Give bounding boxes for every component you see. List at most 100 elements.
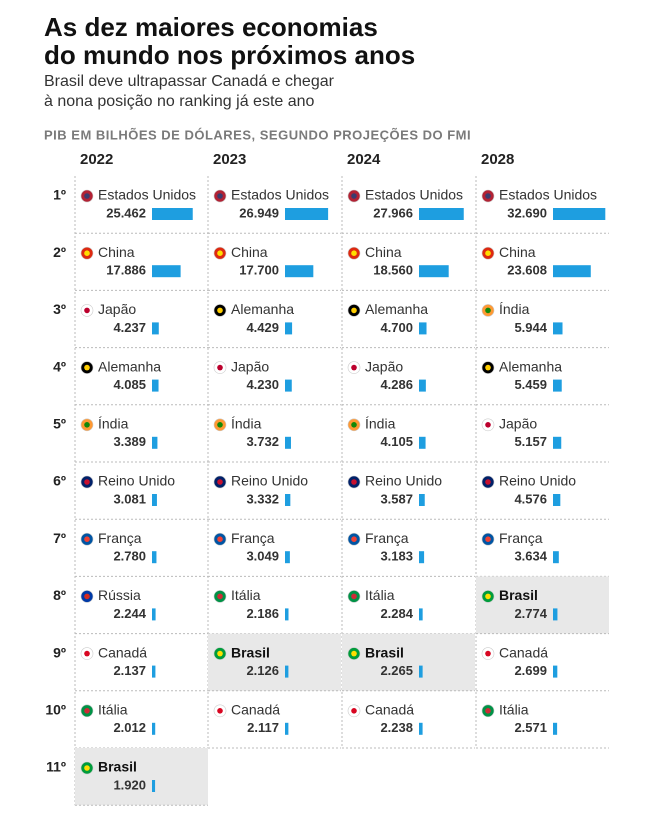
- value-label: 2.186: [246, 606, 279, 621]
- value-label: 4.105: [380, 434, 413, 449]
- value-label: 2.265: [380, 663, 413, 678]
- flag-detail: [485, 536, 491, 542]
- country-name: Estados Unidos: [365, 187, 463, 203]
- value-label: 4.429: [246, 320, 279, 335]
- bar: [419, 379, 426, 392]
- rank: 9º: [53, 644, 66, 660]
- bar: [553, 208, 606, 220]
- value-label: 3.081: [113, 491, 146, 506]
- flag-detail: [485, 593, 491, 600]
- value-label: 1.920: [113, 777, 146, 792]
- country-name: França: [231, 530, 275, 546]
- highlight-cell: [342, 633, 475, 691]
- value-label: 4.237: [113, 320, 146, 335]
- country-name: Alemanha: [499, 358, 562, 374]
- axis-label: PIB EM BILHÕES DE DÓLARES, SEGUNDO PROJE…: [44, 127, 471, 142]
- value-label: 3.049: [246, 549, 279, 564]
- flag-detail: [217, 536, 223, 542]
- flag-detail: [217, 593, 223, 600]
- country-name: Alemanha: [98, 358, 161, 374]
- rank: 3º: [53, 301, 66, 317]
- country-name: China: [365, 244, 402, 260]
- flag-detail: [351, 479, 357, 485]
- flag-detail: [84, 422, 90, 428]
- value-label: 5.459: [514, 377, 547, 392]
- flag-detail: [351, 422, 357, 428]
- bar: [285, 379, 292, 392]
- country-name: Japão: [98, 301, 136, 317]
- flag-detail: [84, 536, 90, 542]
- country-name: França: [98, 530, 142, 546]
- rank: 11º: [46, 759, 66, 775]
- bar: [419, 265, 449, 278]
- bar: [419, 208, 464, 220]
- value-label: 5.944: [514, 320, 547, 335]
- country-name: Canadá: [98, 644, 147, 660]
- country-name: Alemanha: [365, 301, 428, 317]
- value-label: 2.571: [514, 720, 547, 735]
- bar: [553, 551, 559, 564]
- flag-detail: [351, 650, 357, 657]
- bar: [152, 436, 158, 449]
- rank: 5º: [53, 416, 66, 432]
- bar: [285, 436, 291, 449]
- rank: 10º: [45, 702, 66, 718]
- flag-detail: [351, 193, 357, 199]
- value-label: 2.699: [514, 663, 547, 678]
- flag-detail: [84, 250, 90, 256]
- country-name: China: [231, 244, 268, 260]
- bar: [152, 208, 193, 220]
- flag-detail: [351, 708, 357, 714]
- highlight-cell: [75, 748, 208, 806]
- year-header: 2028: [481, 151, 514, 168]
- value-label: 3.634: [514, 549, 547, 564]
- value-label: 3.732: [246, 434, 279, 449]
- country-name: China: [499, 244, 536, 260]
- value-label: 4.286: [380, 377, 413, 392]
- highlight-cell: [208, 633, 341, 691]
- country-name: China: [98, 244, 135, 260]
- value-label: 17.886: [106, 263, 146, 278]
- country-name: Canadá: [499, 644, 548, 660]
- flag-detail: [217, 479, 223, 485]
- value-label: 3.587: [380, 491, 413, 506]
- flag-detail: [217, 307, 223, 314]
- flag-detail: [351, 593, 357, 600]
- flag-detail: [217, 708, 223, 714]
- country-name: Reino Unido: [98, 473, 175, 489]
- flag-detail: [485, 479, 491, 485]
- rank: 8º: [53, 587, 66, 603]
- country-name: Rússia: [98, 587, 141, 603]
- bar: [285, 322, 293, 335]
- value-label: 3.183: [380, 549, 413, 564]
- title-line: do mundo nos próximos anos: [44, 40, 415, 70]
- country-name: Brasil: [365, 644, 404, 660]
- year-header: 2024: [347, 151, 381, 168]
- flag-detail: [485, 708, 491, 714]
- subtitle-line: Brasil deve ultrapassar Canadá e chegar: [44, 73, 335, 90]
- year-header: 2023: [213, 151, 246, 168]
- bar: [285, 722, 289, 735]
- rank: 2º: [53, 244, 66, 260]
- value-label: 4.700: [380, 320, 413, 335]
- bar: [285, 494, 291, 506]
- value-label: 2.238: [380, 720, 413, 735]
- bar: [419, 322, 427, 335]
- flag-detail: [351, 364, 357, 371]
- bar: [152, 379, 159, 392]
- flag-detail: [84, 479, 90, 485]
- country-name: Brasil: [231, 644, 270, 660]
- country-name: França: [365, 530, 409, 546]
- country-name: Estados Unidos: [98, 187, 196, 203]
- country-name: Itália: [365, 587, 395, 603]
- value-label: 2.284: [380, 606, 413, 621]
- flag-detail: [84, 593, 90, 600]
- value-label: 23.608: [507, 263, 547, 278]
- value-label: 2.780: [113, 549, 146, 564]
- flag-detail: [84, 765, 90, 771]
- rank: 1º: [53, 187, 66, 203]
- flag-detail: [485, 650, 491, 657]
- country-name: Reino Unido: [231, 473, 308, 489]
- title-line: As dez maiores economias: [44, 12, 378, 42]
- flag-detail: [351, 536, 357, 542]
